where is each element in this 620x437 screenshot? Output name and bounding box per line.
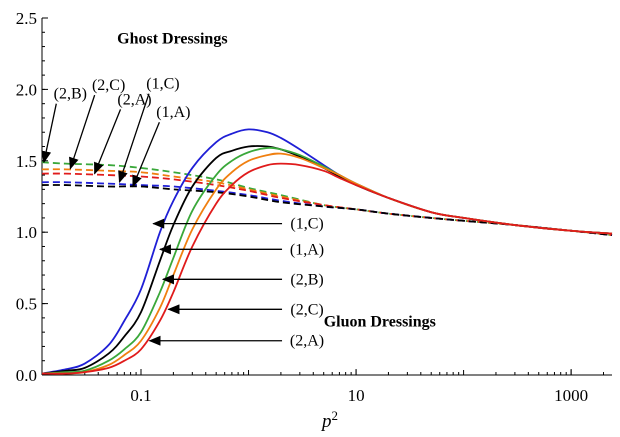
ghost-annotation-arrow xyxy=(118,93,150,184)
gluon-series-2c xyxy=(41,152,613,375)
gluon-series-1a xyxy=(41,145,613,375)
y-tick-label: 1.0 xyxy=(16,223,37,242)
gluon-series-2b xyxy=(41,146,613,375)
gluon-annotation-label: (1,C) xyxy=(290,216,323,233)
x-tick-label: 1000 xyxy=(554,386,588,405)
annotation-layer: (2,B)(2,C)(2,A)(1,C)(1,A)(1,C)(1,A)(2,B)… xyxy=(41,76,324,350)
ghost-series-1c xyxy=(41,181,613,236)
ghost-annotation-label: (1,C) xyxy=(146,76,179,93)
gluon-annotation-label: (2,B) xyxy=(290,271,323,288)
ghost-series-2b xyxy=(41,161,613,236)
ghost-series-2c xyxy=(41,168,613,236)
axes: 0.0 0.5 1.0 1.5 2.0 2.5 0.1 10 1000 xyxy=(16,9,612,405)
gluon-annotation-label: (2,C) xyxy=(290,301,323,318)
gluon-annotation-label: (2,A) xyxy=(290,333,324,350)
labels-layer: p2 Ghost Dressings Gluon Dressings xyxy=(117,31,436,432)
ghost-annotation-arrow xyxy=(69,94,96,170)
ghost-annotation-label: (2,B) xyxy=(54,86,87,103)
gluon-series-2a xyxy=(41,162,613,375)
y-tick-label: 0.5 xyxy=(16,295,37,314)
ghost-annotation-label: (1,A) xyxy=(156,104,190,121)
gluon-annotation-label: (1,A) xyxy=(290,241,324,258)
series-layer xyxy=(41,128,613,375)
group-title: Ghost Dressings xyxy=(117,31,227,48)
ghost-annotation-arrow xyxy=(93,109,122,175)
group-title: Gluon Dressings xyxy=(324,313,436,330)
ghost-annotation-arrow xyxy=(41,103,57,164)
x-tick-label: 0.1 xyxy=(130,386,151,405)
y-tick-label: 1.5 xyxy=(16,152,37,171)
ghost-annotation-arrow xyxy=(132,122,160,188)
y-tick-label: 2.5 xyxy=(16,9,37,28)
y-tick-label: 0.0 xyxy=(16,366,37,385)
ghost-annotation-label: (2,A) xyxy=(117,91,151,108)
x-tick-label: 10 xyxy=(348,386,365,405)
x-axis-title: p2 xyxy=(320,408,338,432)
y-tick-label: 2.0 xyxy=(16,80,37,99)
ghost-series-1a xyxy=(41,184,613,236)
gluon-series-1c xyxy=(41,128,613,375)
ghost-annotation-label: (2,C) xyxy=(92,77,125,94)
